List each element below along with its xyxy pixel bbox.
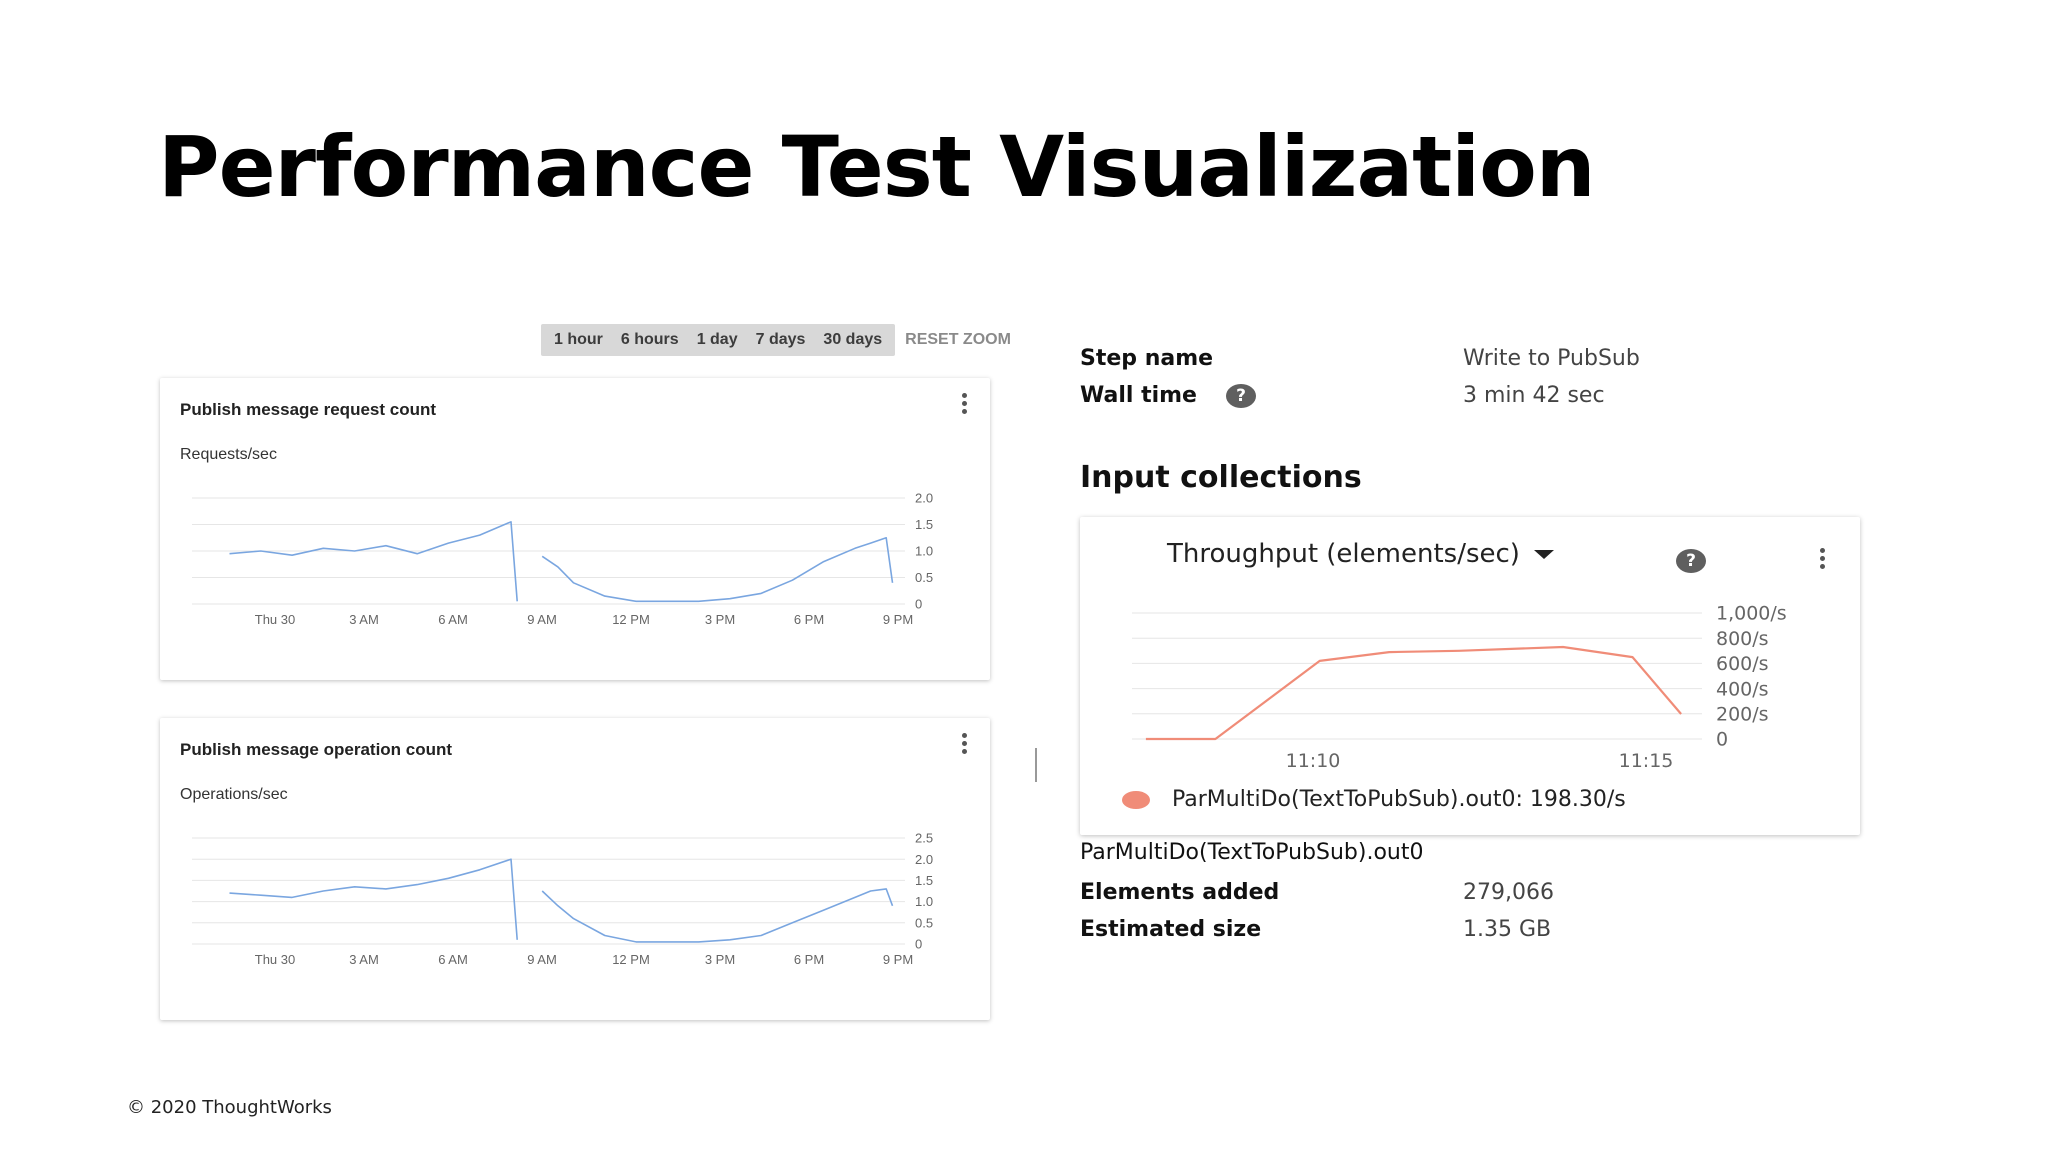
y-tick-label: 0.5: [915, 570, 933, 585]
series-line: [229, 858, 894, 943]
help-icon[interactable]: ?: [1226, 384, 1256, 408]
x-tick-label: 6 AM: [438, 612, 468, 627]
series-line: [229, 521, 894, 603]
card-title: Publish message operation count: [180, 740, 453, 759]
y-tick-label: 0: [1716, 729, 1728, 751]
y-tick-label: 200/s: [1716, 703, 1769, 725]
help-icon[interactable]: ?: [1676, 549, 1706, 573]
step-name-value: Write to PubSub: [1463, 346, 1640, 371]
y-tick-label: 1.0: [915, 544, 933, 559]
time-range-toolbar: 1 hour 6 hours 1 day 7 days 30 days RESE…: [541, 324, 1011, 356]
legend-entry: ParMultiDo(TextToPubSub).out0: 198.30/s: [1172, 787, 1626, 812]
estimated-size-label: Estimated size: [1080, 917, 1262, 942]
x-tick-label: 3 AM: [349, 952, 379, 967]
range-6-hours-button[interactable]: 6 hours: [620, 331, 679, 348]
chart-legend: ParMultiDo(TextToPubSub).out0: 198.30/s: [1122, 787, 1626, 812]
more-vert-icon[interactable]: [956, 390, 972, 420]
throughput-card: Throughput (elements/sec) ? 1,000/s 800/s…: [1080, 517, 1860, 835]
x-tick-label: 3 PM: [705, 612, 735, 627]
operation-count-card: Publish message operation count Operatio…: [160, 718, 990, 1020]
y-tick-label: 600/s: [1716, 653, 1769, 675]
y-tick-label: 2.0: [915, 491, 933, 506]
x-tick-label: 3 AM: [349, 612, 379, 627]
x-tick-label: 9 PM: [883, 612, 913, 627]
x-tick-label: Thu 30: [255, 612, 295, 627]
y-tick-label: 2.5: [915, 831, 933, 846]
estimated-size-value: 1.35 GB: [1463, 917, 1552, 942]
range-7-days-button[interactable]: 7 days: [755, 331, 806, 348]
x-tick-label: 6 PM: [794, 952, 824, 967]
range-1-day-button[interactable]: 1 day: [696, 331, 738, 348]
legend-swatch: [1122, 790, 1150, 809]
x-tick-label: 9 AM: [527, 612, 557, 627]
y-tick-label: 0.5: [915, 915, 933, 930]
y-tick-label: 800/s: [1716, 628, 1769, 650]
x-tick-label: 6 PM: [794, 612, 824, 627]
input-collections-title: Input collections: [1080, 460, 1362, 495]
range-30-days-button[interactable]: 30 days: [823, 331, 883, 348]
x-tick-label: 12 PM: [612, 612, 650, 627]
y-tick-label: 1.0: [915, 894, 933, 909]
y-tick-label: 400/s: [1716, 678, 1769, 700]
wall-time-label: Wall time: [1080, 383, 1197, 408]
throughput-metric-select[interactable]: Throughput (elements/sec): [1167, 539, 1554, 569]
x-tick-label: 6 AM: [438, 952, 468, 967]
panel-divider: [1035, 748, 1037, 782]
elements-added-value: 279,066: [1463, 880, 1554, 905]
y-tick-label: 1.5: [915, 517, 933, 532]
step-name-label: Step name: [1080, 346, 1214, 371]
card-title: Publish message request count: [180, 400, 437, 419]
slide-title: Performance Test Visualization: [158, 118, 1596, 216]
series-line: [1145, 645, 1682, 741]
throughput-select-label: Throughput (elements/sec): [1167, 539, 1520, 569]
x-tick-label: 11:15: [1619, 750, 1674, 772]
range-1-hour-button[interactable]: 1 hour: [554, 331, 603, 348]
elements-added-label: Elements added: [1080, 880, 1280, 905]
y-tick-label: 2.0: [915, 852, 933, 867]
y-tick-label: 1.5: [915, 873, 933, 888]
y-tick-label: 0: [915, 937, 922, 952]
card-y-unit: Operations/sec: [180, 786, 288, 803]
y-tick-label: 0: [915, 597, 922, 612]
x-tick-label: Thu 30: [255, 952, 295, 967]
range-button-group: 1 hour 6 hours 1 day 7 days 30 days: [541, 324, 896, 356]
copyright-footer: © 2020 ThoughtWorks: [127, 1097, 332, 1118]
x-tick-label: 12 PM: [612, 952, 650, 967]
throughput-chart: 1,000/s 800/s 600/s 400/s 200/s 0 11:10 11:15: [1132, 603, 1787, 772]
reset-zoom-button[interactable]: RESET ZOOM: [905, 331, 1011, 348]
operation-count-chart: 2.5 2.0 1.5 1.0 0.5 0 Thu 30 3 AM 6 AM 9 AM 12 PM 3…: [192, 831, 933, 967]
x-tick-label: 11:10: [1286, 750, 1341, 772]
x-tick-label: 9 PM: [883, 952, 913, 967]
x-tick-label: 9 AM: [527, 952, 557, 967]
collection-name: ParMultiDo(TextToPubSub).out0: [1080, 840, 1424, 865]
y-tick-label: 1,000/s: [1716, 603, 1787, 625]
caret-down-icon: [1533, 549, 1554, 559]
wall-time-value: 3 min 42 sec: [1463, 383, 1605, 408]
more-vert-icon[interactable]: [956, 730, 972, 760]
card-y-unit: Requests/sec: [180, 446, 277, 463]
request-count-chart: 2.0 1.5 1.0 0.5 0 Thu 30 3 AM 6 AM 9 AM 12 PM 3 PM…: [192, 491, 933, 627]
more-vert-icon[interactable]: [1814, 545, 1830, 575]
request-count-card: Publish message request count Requests/s…: [160, 378, 990, 680]
x-tick-label: 3 PM: [705, 952, 735, 967]
